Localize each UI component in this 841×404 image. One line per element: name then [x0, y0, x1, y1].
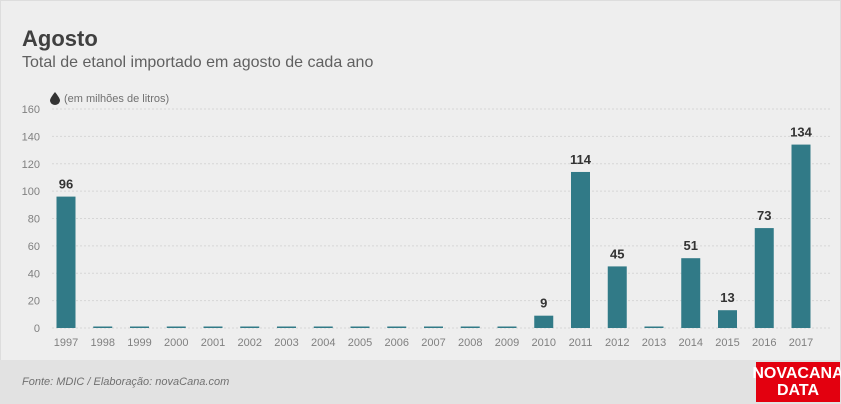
x-tick-label: 2010	[532, 337, 556, 349]
x-tick-label: 2003	[274, 337, 298, 349]
labels-layer: 0 20 40 60 80 100 120 140 160 1997 96 1998 1999 2000 2…	[22, 104, 814, 349]
bar	[166, 326, 186, 328]
x-tick-label: 2011	[569, 337, 593, 349]
data-label: 45	[610, 246, 624, 261]
unit-label: (em milhões de litros)	[50, 92, 169, 105]
bar	[718, 310, 737, 328]
data-label: 134	[790, 125, 812, 140]
x-tick-label: 2006	[385, 337, 409, 349]
chart-subtitle: Total de etanol importado em agosto de c…	[22, 54, 374, 71]
drop-icon	[50, 92, 60, 105]
bar	[313, 326, 333, 328]
bar	[350, 326, 370, 328]
source-note: Fonte: MDIC / Elaboração: novaCana.com	[22, 376, 230, 388]
x-tick-label: 2012	[605, 337, 629, 349]
x-tick-label: 2013	[642, 337, 666, 349]
bar	[607, 266, 627, 328]
y-tick-label: 100	[22, 186, 40, 198]
bar	[681, 258, 701, 328]
bar	[497, 326, 517, 328]
x-tick-label: 2009	[495, 337, 519, 349]
bar	[203, 326, 223, 328]
x-tick-label: 2016	[752, 337, 776, 349]
data-label: 51	[684, 238, 698, 253]
x-tick-label: 2004	[311, 337, 335, 349]
bar	[571, 171, 590, 328]
data-label: 13	[720, 290, 734, 305]
grid-layer	[52, 108, 830, 329]
bar	[277, 326, 296, 328]
x-tick-label: 2007	[421, 337, 445, 349]
bar	[240, 326, 260, 328]
data-label: 96	[59, 177, 73, 192]
bar	[534, 315, 554, 328]
y-tick-label: 80	[28, 214, 40, 226]
bar	[424, 326, 443, 328]
novacana-data-logo: NOVACANA DATA	[752, 362, 841, 402]
x-tick-label: 2017	[789, 337, 813, 349]
x-tick-label: 2001	[201, 337, 225, 349]
unit-label-text: (em milhões de litros)	[64, 92, 170, 105]
y-tick-label: 20	[28, 296, 40, 308]
x-tick-label: 2005	[348, 337, 372, 349]
y-tick-label: 140	[22, 131, 40, 143]
bar	[754, 228, 774, 328]
x-tick-label: 1997	[54, 337, 78, 349]
x-tick-label: 2014	[679, 337, 703, 349]
bars-layer	[56, 144, 811, 328]
bar	[460, 326, 480, 328]
bar	[387, 326, 407, 328]
x-tick-label: 2002	[238, 337, 262, 349]
x-tick-label: 2015	[715, 337, 739, 349]
bar	[56, 196, 76, 328]
data-label: 114	[570, 152, 592, 167]
data-label: 73	[757, 208, 771, 223]
bar	[791, 144, 811, 328]
y-tick-label: 0	[34, 323, 40, 335]
x-tick-label: 2008	[458, 337, 482, 349]
bar	[644, 326, 664, 328]
y-tick-label: 120	[22, 159, 40, 171]
chart-title: Agosto	[22, 26, 98, 51]
y-tick-label: 60	[28, 241, 40, 253]
x-tick-label: 1999	[127, 337, 151, 349]
footer-bar	[0, 360, 841, 404]
bar-chart: 0 20 40 60 80 100 120 140 160 1997 96 1998 1999 2000 2…	[22, 104, 830, 349]
y-tick-label: 160	[22, 104, 40, 116]
logo-line-1: NOVACANA	[752, 365, 841, 382]
bar	[93, 326, 113, 328]
logo-line-2: DATA	[776, 382, 820, 399]
y-tick-label: 40	[28, 268, 40, 280]
x-tick-label: 2000	[164, 337, 188, 349]
x-tick-label: 1998	[91, 337, 115, 349]
bar	[130, 326, 149, 328]
data-label: 9	[540, 296, 547, 311]
